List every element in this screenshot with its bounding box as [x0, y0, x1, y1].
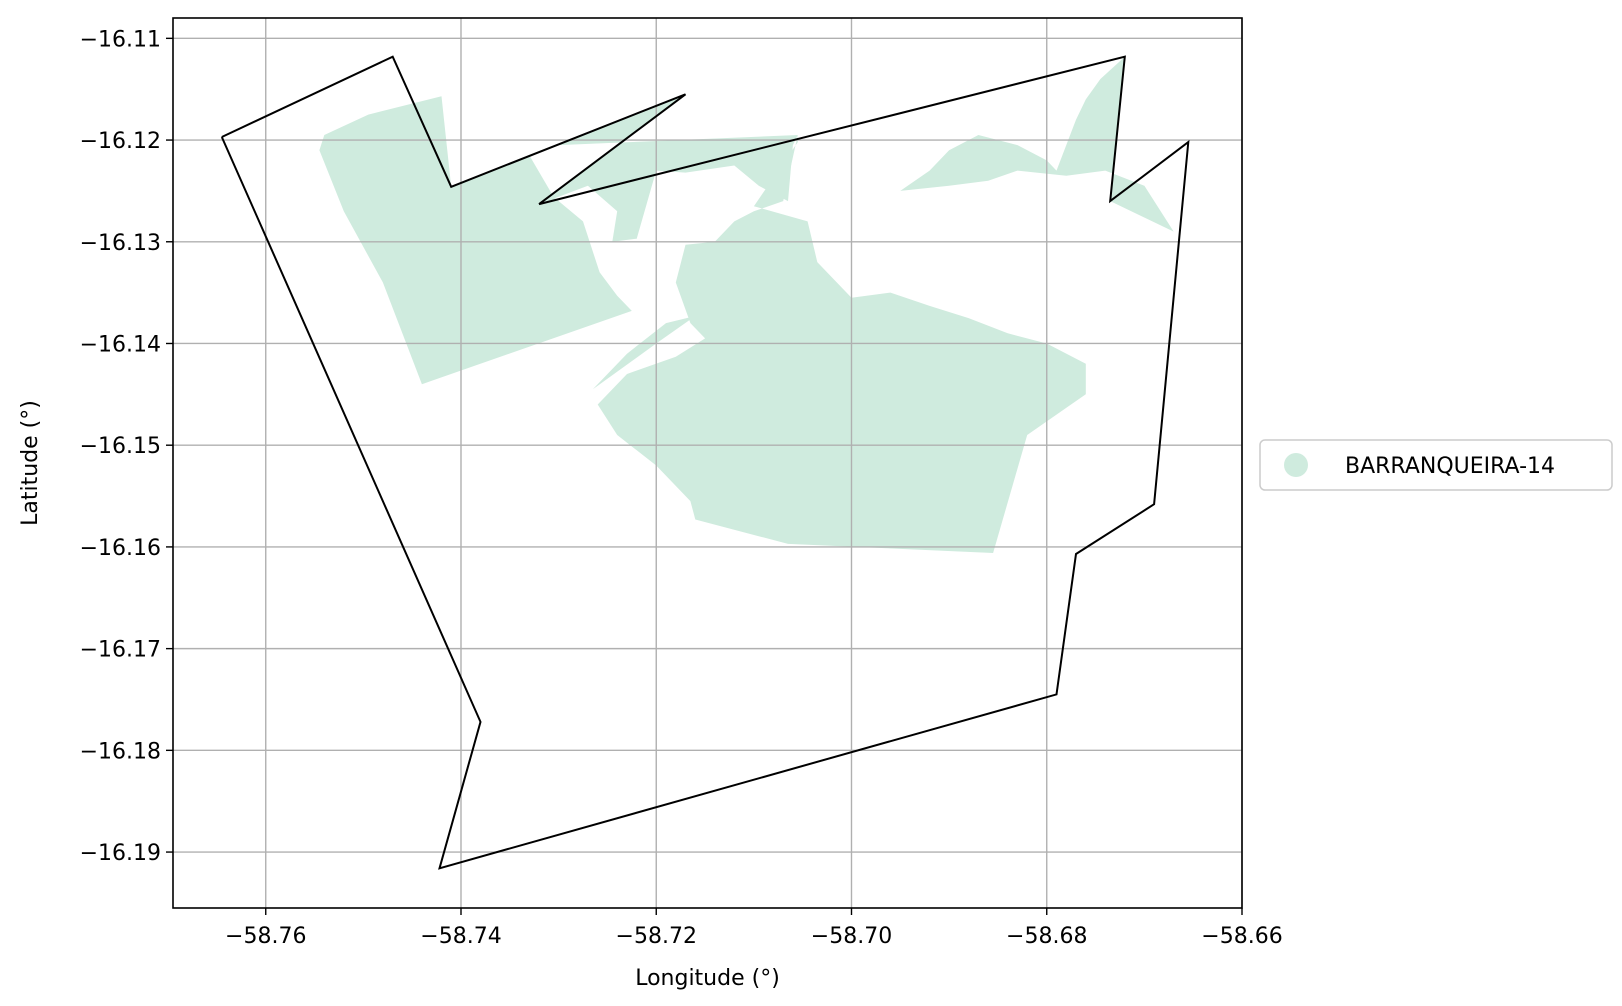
area-barranqueira-14-part-1 — [319, 96, 632, 385]
x-tick-label-0: −58.76 — [225, 924, 306, 949]
x-tick-label-4: −58.68 — [1006, 924, 1087, 949]
y-tick-label-4: −16.15 — [80, 434, 161, 459]
y-axis-ticks: −16.11 −16.12 −16.13 −16.14 −16.15 −16.16 −16.… — [80, 27, 173, 866]
y-tick-label-0: −16.11 — [80, 27, 161, 52]
y-tick-label-1: −16.12 — [80, 129, 161, 154]
y-tick-label-7: −16.18 — [80, 739, 161, 764]
legend-marker-barranqueira-14 — [1284, 453, 1308, 477]
x-tick-label-5: −58.66 — [1201, 924, 1282, 949]
y-tick-label-5: −16.16 — [80, 536, 161, 561]
area-barranqueira-14-part-5 — [900, 56, 1174, 232]
plot-frame — [172, 17, 1243, 909]
x-axis-label: Longitude (°) — [635, 966, 780, 991]
x-tick-label-1: −58.74 — [420, 924, 501, 949]
legend-box — [1259, 439, 1613, 491]
legend-label-barranqueira-14: BARRANQUEIRA-14 — [1345, 454, 1555, 479]
study-area-boundary — [220, 55, 1190, 870]
area-barranqueira-14-part-2 — [539, 94, 798, 242]
x-axis-ticks: −58.76 −58.74 −58.72 −58.70 −58.68 −58.66 — [225, 908, 1283, 949]
boundary-layer — [220, 55, 1190, 870]
y-tick-label-8: −16.19 — [80, 841, 161, 866]
y-axis-label: Latitude (°) — [18, 400, 43, 526]
x-tick-label-2: −58.72 — [616, 924, 697, 949]
x-tick-label-3: −58.70 — [811, 924, 892, 949]
y-tick-label-3: −16.14 — [80, 332, 161, 357]
y-tick-label-2: −16.13 — [80, 231, 161, 256]
legend: BARRANQUEIRA-14 — [1259, 439, 1613, 491]
y-tick-label-6: −16.17 — [80, 638, 161, 663]
